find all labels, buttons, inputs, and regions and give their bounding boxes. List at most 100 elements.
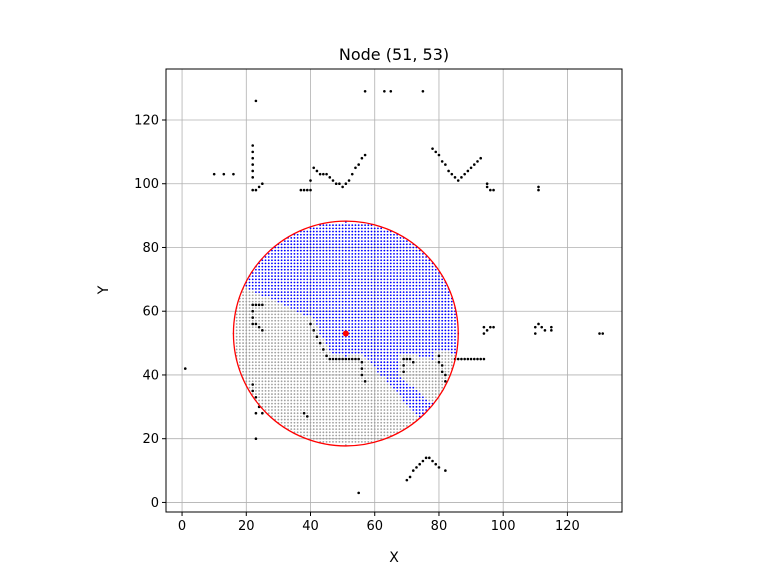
obstacle-point (408, 357, 412, 361)
occluded-point (255, 364, 257, 367)
visible-point (338, 348, 341, 351)
occluded-point (248, 313, 251, 316)
visible-point (412, 338, 415, 341)
occluded-point (348, 440, 350, 443)
visible-point (415, 288, 418, 290)
visible-point (447, 342, 450, 344)
occluded-point (434, 393, 437, 395)
occluded-point (338, 409, 341, 411)
visible-point (418, 252, 421, 255)
occluded-point (316, 374, 318, 376)
occluded-point (354, 412, 357, 415)
occluded-point (258, 319, 261, 322)
occluded-point (316, 437, 318, 440)
visible-point (393, 233, 395, 236)
visible-point (393, 278, 395, 281)
occluded-point (283, 374, 286, 376)
visible-point (351, 297, 354, 300)
occluded-point (238, 323, 241, 325)
occluded-point (242, 326, 244, 329)
visible-point (303, 265, 305, 268)
occluded-point (306, 399, 309, 402)
occluded-point (422, 393, 424, 395)
visible-point (357, 303, 360, 306)
occluded-point (316, 326, 318, 329)
visible-point (338, 249, 341, 252)
occluded-point (338, 425, 341, 427)
occluded-point (367, 374, 370, 376)
obstacle-point (251, 156, 255, 160)
occluded-point (351, 425, 354, 427)
visible-point (418, 342, 421, 344)
occluded-point (447, 367, 450, 370)
visible-point (322, 326, 325, 329)
obstacle-point (360, 373, 364, 377)
occluded-point (370, 428, 373, 431)
visible-point (402, 383, 405, 386)
obstacle-point (472, 163, 476, 166)
visible-point (447, 297, 450, 300)
visible-point (450, 323, 453, 325)
occluded-point (287, 386, 289, 389)
visible-point (299, 233, 302, 236)
occluded-point (306, 421, 309, 424)
occluded-point (242, 342, 244, 344)
visible-point (335, 319, 338, 322)
occluded-point (274, 380, 277, 383)
visible-point (328, 345, 331, 348)
visible-point (312, 284, 315, 287)
occluded-point (277, 415, 280, 418)
occluded-point (293, 383, 296, 386)
visible-point (312, 237, 315, 239)
occluded-point (255, 351, 257, 354)
occluded-point (271, 370, 273, 373)
occluded-point (248, 345, 251, 348)
occluded-point (428, 399, 431, 402)
occluded-point (325, 434, 328, 437)
occluded-point (322, 421, 325, 424)
occluded-point (267, 377, 270, 380)
occluded-point (248, 361, 251, 364)
occluded-point (332, 434, 334, 437)
occluded-point (283, 351, 286, 354)
occluded-point (399, 370, 402, 373)
occluded-point (405, 354, 408, 357)
occluded-point (290, 425, 293, 427)
occluded-point (238, 307, 241, 309)
occluded-point (328, 367, 331, 370)
occluded-point (280, 323, 283, 325)
occluded-point (389, 421, 392, 424)
occluded-point (316, 354, 318, 357)
occluded-point (271, 402, 273, 405)
occluded-point (238, 345, 241, 348)
visible-point (431, 272, 434, 274)
occluded-point (344, 380, 347, 383)
visible-point (354, 246, 357, 249)
visible-point (396, 237, 399, 239)
occluded-point (328, 377, 331, 380)
occluded-point (441, 380, 444, 383)
occluded-point (367, 370, 370, 373)
occluded-point (335, 409, 338, 411)
visible-point (354, 227, 357, 230)
occluded-point (444, 364, 447, 367)
occluded-point (393, 425, 395, 427)
visible-point (325, 313, 328, 316)
visible-point (267, 265, 270, 268)
visible-point (383, 348, 386, 351)
occluded-point (422, 370, 424, 373)
visible-point (360, 278, 363, 281)
occluded-point (306, 348, 309, 351)
visible-point (434, 288, 437, 290)
visible-point (399, 278, 402, 281)
visible-point (434, 335, 437, 338)
visible-point (412, 345, 415, 348)
occluded-point (434, 383, 437, 386)
x-axis-label: X (389, 550, 399, 566)
visible-point (360, 338, 363, 341)
occluded-point (309, 342, 312, 344)
occluded-point (245, 297, 248, 300)
visible-point (348, 259, 350, 262)
visible-point (373, 259, 376, 262)
visible-point (360, 326, 363, 329)
